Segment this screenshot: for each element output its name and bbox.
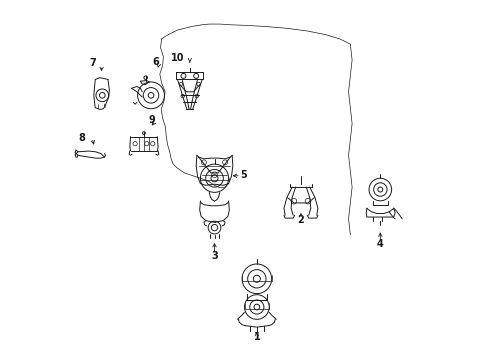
Text: 5: 5 <box>240 170 246 180</box>
Text: 6: 6 <box>152 57 159 67</box>
Text: 9: 9 <box>148 115 155 125</box>
Text: 1: 1 <box>253 332 260 342</box>
Text: 4: 4 <box>376 239 383 249</box>
Text: 3: 3 <box>211 251 218 261</box>
Text: 2: 2 <box>297 215 304 225</box>
Text: 10: 10 <box>170 53 184 63</box>
Text: 7: 7 <box>89 58 96 68</box>
Text: 8: 8 <box>79 133 85 143</box>
